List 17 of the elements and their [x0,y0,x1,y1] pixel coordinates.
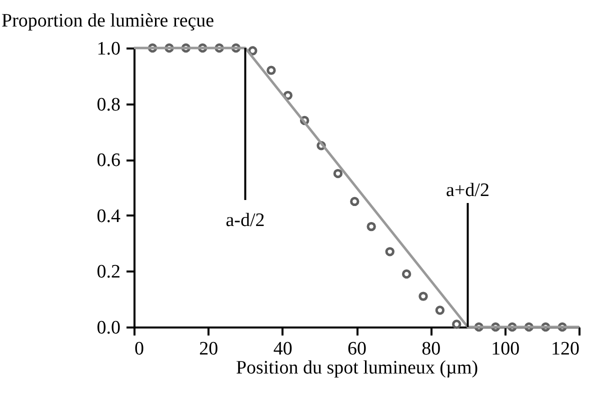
x-tick-label: 100 [491,338,520,360]
x-tick-label: 40 [273,338,292,360]
x-tick-label: 0 [134,338,144,360]
ref-line-label: a+d/2 [446,180,490,201]
ref-line-label: a-d/2 [226,210,265,231]
y-tick-label: 0.0 [96,318,120,338]
y-axis-title: Proportion de lumière reçue [2,10,214,32]
y-tick-label: 0.4 [96,206,121,227]
y-tick-label: 0.6 [96,150,120,172]
x-tick-label: 80 [422,338,441,360]
y-tick-label: 0.2 [96,262,120,283]
x-tick-label: 20 [199,338,218,360]
y-tick-label: 0.8 [96,94,120,116]
x-axis-title: Position du spot lumineux (µm) [236,358,478,378]
x-tick-label: 120 [551,338,580,360]
x-tick-label: 60 [348,338,366,360]
y-tick-label: 1.0 [96,38,120,60]
